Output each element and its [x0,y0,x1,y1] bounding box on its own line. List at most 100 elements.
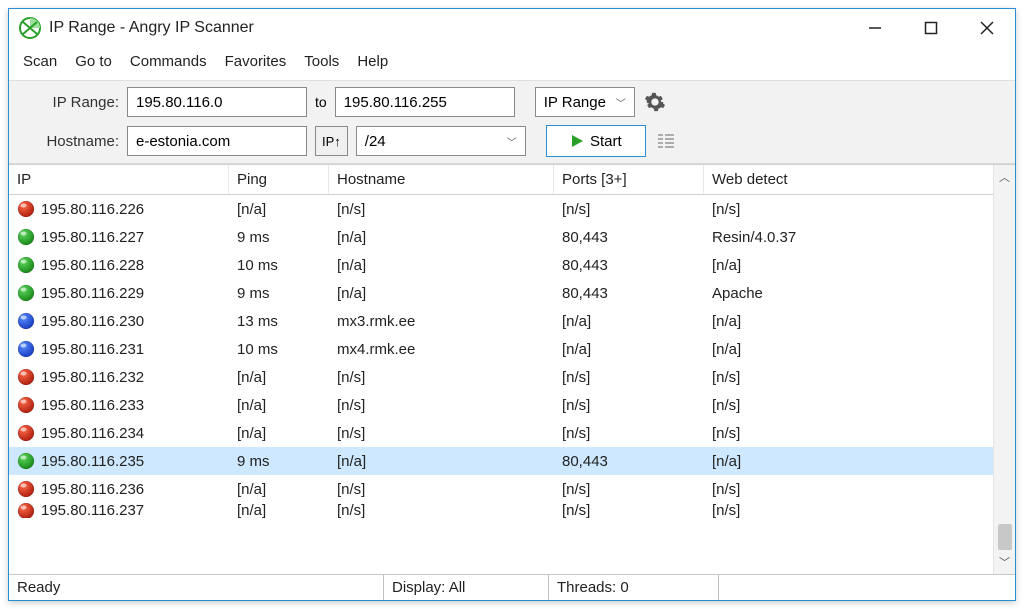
cell-webdetect: [n/s] [704,479,993,500]
cell-hostname: [n/s] [329,479,554,500]
cell-ping: 10 ms [229,255,329,276]
ip-to-input[interactable] [335,87,515,117]
status-dot-icon [17,256,35,274]
cell-ports: 80,443 [554,283,704,304]
cell-ping: 9 ms [229,227,329,248]
cell-ip: 195.80.116.233 [41,397,144,414]
cell-ping: [n/a] [229,367,329,388]
app-window: IP Range - Angry IP Scanner Scan Go to C… [8,8,1016,601]
hostname-input[interactable] [127,126,307,156]
cell-hostname: [n/s] [329,395,554,416]
table-row[interactable]: 195.80.116.233[n/a][n/s][n/s][n/s] [9,391,993,419]
cell-ports: [n/s] [554,423,704,444]
cell-hostname: [n/a] [329,227,554,248]
status-dot-icon [17,503,35,518]
cell-ip: 195.80.116.230 [41,313,144,330]
window-title: IP Range - Angry IP Scanner [49,19,847,37]
cell-webdetect: [n/a] [704,311,993,332]
cell-ip: 195.80.116.236 [41,481,144,498]
minimize-button[interactable] [847,9,903,47]
to-label: to [315,94,327,110]
menu-help[interactable]: Help [349,51,396,72]
col-ports[interactable]: Ports [3+] [554,165,704,194]
cell-webdetect: [n/s] [704,423,993,444]
start-button[interactable]: Start [546,125,646,157]
feeder-combo[interactable]: IP Range ﹀ [535,87,635,117]
cell-ports: 80,443 [554,227,704,248]
maximize-button[interactable] [903,9,959,47]
col-webdetect[interactable]: Web detect [704,165,993,194]
col-hostname[interactable]: Hostname [329,165,554,194]
table-row[interactable]: 195.80.116.2359 ms[n/a]80,443[n/a] [9,447,993,475]
ip-from-input[interactable] [127,87,307,117]
status-ready: Ready [9,575,384,600]
cell-ip: 195.80.116.229 [41,285,144,302]
cell-ip: 195.80.116.231 [41,341,144,358]
col-ip[interactable]: IP [9,165,229,194]
status-dot-icon [17,312,35,330]
cell-ip: 195.80.116.227 [41,229,144,246]
table-row[interactable]: 195.80.116.23013 msmx3.rmk.ee[n/a][n/a] [9,307,993,335]
menubar: Scan Go to Commands Favorites Tools Help [9,47,1015,80]
cell-ping: 13 ms [229,311,329,332]
ip-up-button[interactable]: IP↑ [315,126,348,156]
status-display: Display: All [384,575,549,600]
status-empty [719,575,1015,600]
titlebar: IP Range - Angry IP Scanner [9,9,1015,47]
close-button[interactable] [959,9,1015,47]
table-row[interactable]: 195.80.116.236[n/a][n/s][n/s][n/s] [9,475,993,503]
cell-ping: [n/a] [229,199,329,220]
table-row[interactable]: 195.80.116.226[n/a][n/s][n/s][n/s] [9,195,993,223]
cell-hostname: [n/a] [329,283,554,304]
settings-gear-icon[interactable] [643,90,667,114]
cell-ip: 195.80.116.234 [41,425,144,442]
table-row[interactable]: 195.80.116.23110 msmx4.rmk.ee[n/a][n/a] [9,335,993,363]
menu-commands[interactable]: Commands [122,51,215,72]
menu-scan[interactable]: Scan [15,51,65,72]
fetchers-icon[interactable] [654,129,678,153]
cell-webdetect: [n/s] [704,199,993,220]
cell-webdetect: [n/a] [704,255,993,276]
table-row[interactable]: 195.80.116.229 9 ms[n/a]80,443Apache [9,279,993,307]
table-row[interactable]: 195.80.116.2279 ms[n/a]80,443Resin/4.0.3… [9,223,993,251]
cell-ping: 9 ms [229,283,329,304]
netmask-combo[interactable]: /24 ﹀ [356,126,526,156]
cell-ports: [n/s] [554,479,704,500]
status-dot-icon [17,424,35,442]
cell-hostname: [n/s] [329,367,554,388]
status-dot-icon [17,396,35,414]
scroll-down-icon[interactable]: ﹀ [999,554,1010,570]
table-row[interactable]: 195.80.116.22810 ms[n/a]80,443[n/a] [9,251,993,279]
status-dot-icon [17,452,35,470]
cell-ports: [n/s] [554,503,704,518]
cell-ip: 195.80.116.237 [41,503,144,518]
chevron-down-icon: ﹀ [507,134,517,149]
cell-ports: [n/s] [554,199,704,220]
table-row[interactable]: 195.80.116.232[n/a][n/s][n/s][n/s] [9,363,993,391]
cell-ping: [n/a] [229,423,329,444]
table-row[interactable]: 195.80.116.234[n/a][n/s][n/s][n/s] [9,419,993,447]
menu-tools[interactable]: Tools [296,51,347,72]
cell-webdetect: [n/a] [704,339,993,360]
cell-ports: [n/s] [554,395,704,416]
cell-webdetect: Apache [704,283,993,304]
cell-ports: [n/a] [554,311,704,332]
cell-hostname: [n/s] [329,503,554,518]
results-table: IP Ping Hostname Ports [3+] Web detect 1… [9,165,993,574]
menu-goto[interactable]: Go to [67,51,120,72]
hostname-label: Hostname: [19,133,119,150]
feeder-combo-value: IP Range [544,94,606,111]
col-ping[interactable]: Ping [229,165,329,194]
cell-webdetect: [n/s] [704,503,993,518]
scroll-up-icon[interactable]: ︿ [999,169,1010,185]
table-row[interactable]: 195.80.116.237[n/a][n/s][n/s][n/s] [9,503,993,518]
cell-ping: [n/a] [229,503,329,518]
ip-range-label: IP Range: [19,94,119,111]
status-dot-icon [17,228,35,246]
menu-favorites[interactable]: Favorites [217,51,295,72]
cell-ping: [n/a] [229,395,329,416]
results-area: IP Ping Hostname Ports [3+] Web detect 1… [9,164,1015,574]
cell-webdetect: [n/a] [704,451,993,472]
scrollbar-thumb[interactable] [998,524,1012,550]
vertical-scrollbar[interactable]: ︿ ﹀ [993,165,1015,574]
